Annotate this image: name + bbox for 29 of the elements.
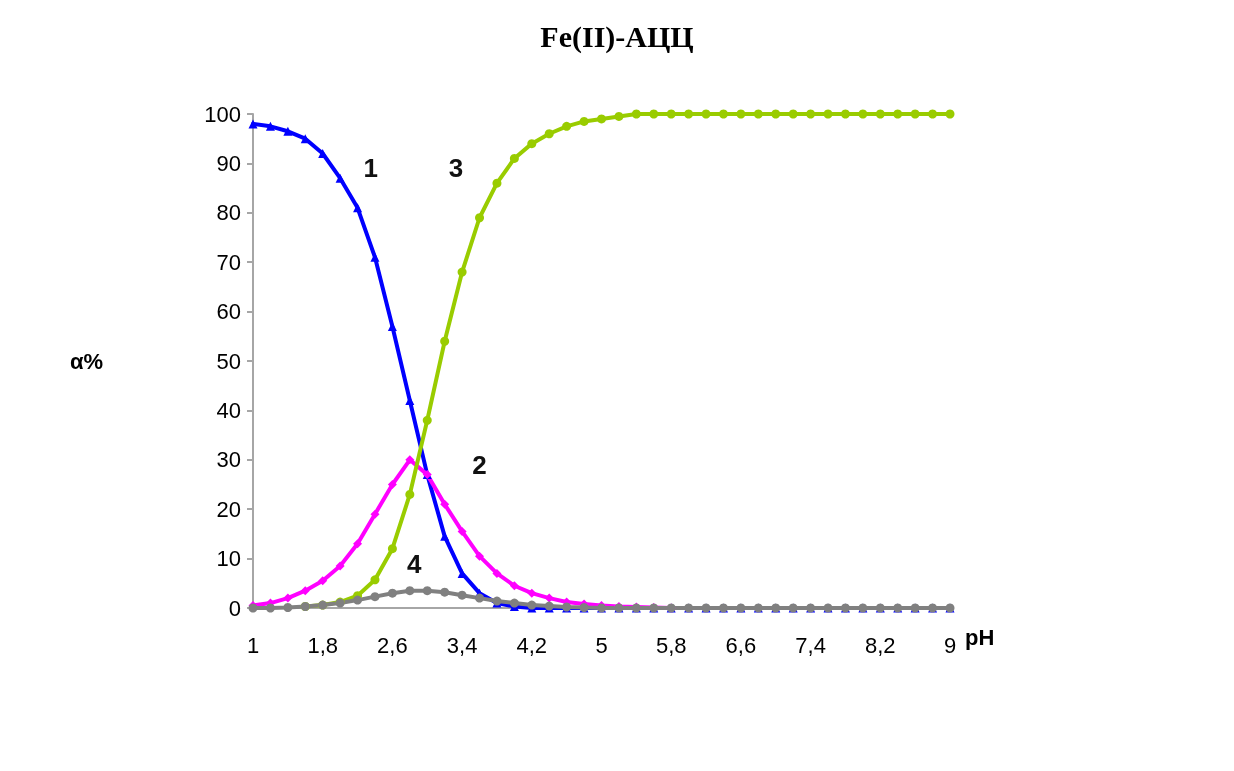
- x-tick-label: 6,6: [725, 632, 757, 658]
- x-tick-label: 1: [246, 632, 260, 658]
- x-tick-label: 3,4: [446, 632, 478, 658]
- y-tick-label: 50: [216, 348, 241, 374]
- annotation: 1: [363, 153, 378, 184]
- annotation: 3: [448, 153, 464, 184]
- x-tick-label: 5,8: [655, 632, 687, 658]
- y-tick-label: 0: [228, 595, 241, 621]
- chart-title: Fe(II)-АЦЦ: [540, 19, 694, 54]
- x-tick-label: 2,6: [377, 632, 408, 658]
- x-tick-label: 1,8: [307, 632, 338, 658]
- x-axis-title: pH: [965, 624, 995, 650]
- annotation: 4: [406, 548, 422, 579]
- y-tick-label: 10: [216, 546, 241, 572]
- y-tick-label: 30: [216, 447, 241, 473]
- y-tick-label: 100: [204, 101, 241, 127]
- y-tick-label: 40: [216, 397, 241, 423]
- x-tick-label: 5: [595, 632, 608, 658]
- y-axis-title: α%: [69, 348, 103, 374]
- y-tick-label: 70: [216, 249, 241, 275]
- x-tick-label: 9: [943, 632, 957, 658]
- y-tick-label: 60: [216, 299, 241, 325]
- x-tick-label: 4,2: [516, 632, 548, 658]
- y-tick-label: 80: [216, 200, 241, 226]
- y-tick-label: 20: [216, 496, 241, 522]
- x-tick-label: 8,2: [865, 632, 896, 658]
- y-tick-label: 90: [216, 150, 241, 176]
- annotation: 2: [472, 449, 487, 480]
- x-tick-label: 7,4: [795, 632, 826, 658]
